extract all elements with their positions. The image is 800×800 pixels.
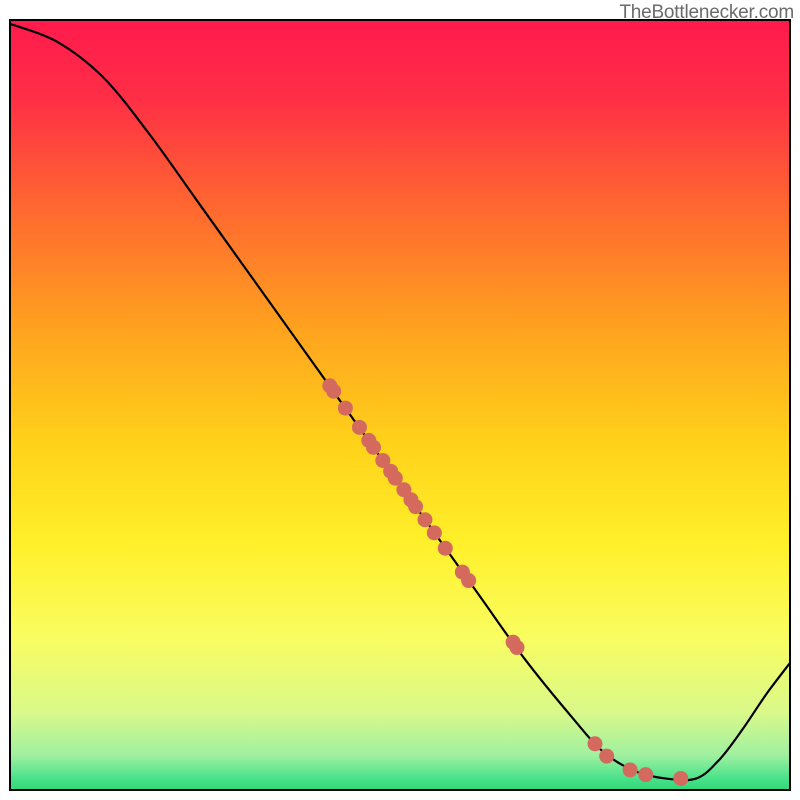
gradient-background	[10, 20, 790, 790]
data-marker	[599, 749, 614, 764]
data-marker	[326, 384, 341, 399]
data-marker	[638, 767, 653, 782]
data-marker	[461, 573, 476, 588]
data-marker	[408, 499, 423, 514]
data-marker	[438, 541, 453, 556]
plot-area	[10, 20, 790, 790]
data-marker	[338, 401, 353, 416]
bottleneck-heat-curve-chart: TheBottlenecker.com	[0, 0, 800, 800]
chart-svg	[0, 0, 800, 800]
data-marker	[673, 771, 688, 786]
data-marker	[510, 640, 525, 655]
data-marker	[352, 420, 367, 435]
data-marker	[366, 440, 381, 455]
data-marker	[623, 762, 638, 777]
data-marker	[427, 525, 442, 540]
data-marker	[417, 512, 432, 527]
watermark-label: TheBottlenecker.com	[619, 2, 794, 24]
data-marker	[588, 736, 603, 751]
